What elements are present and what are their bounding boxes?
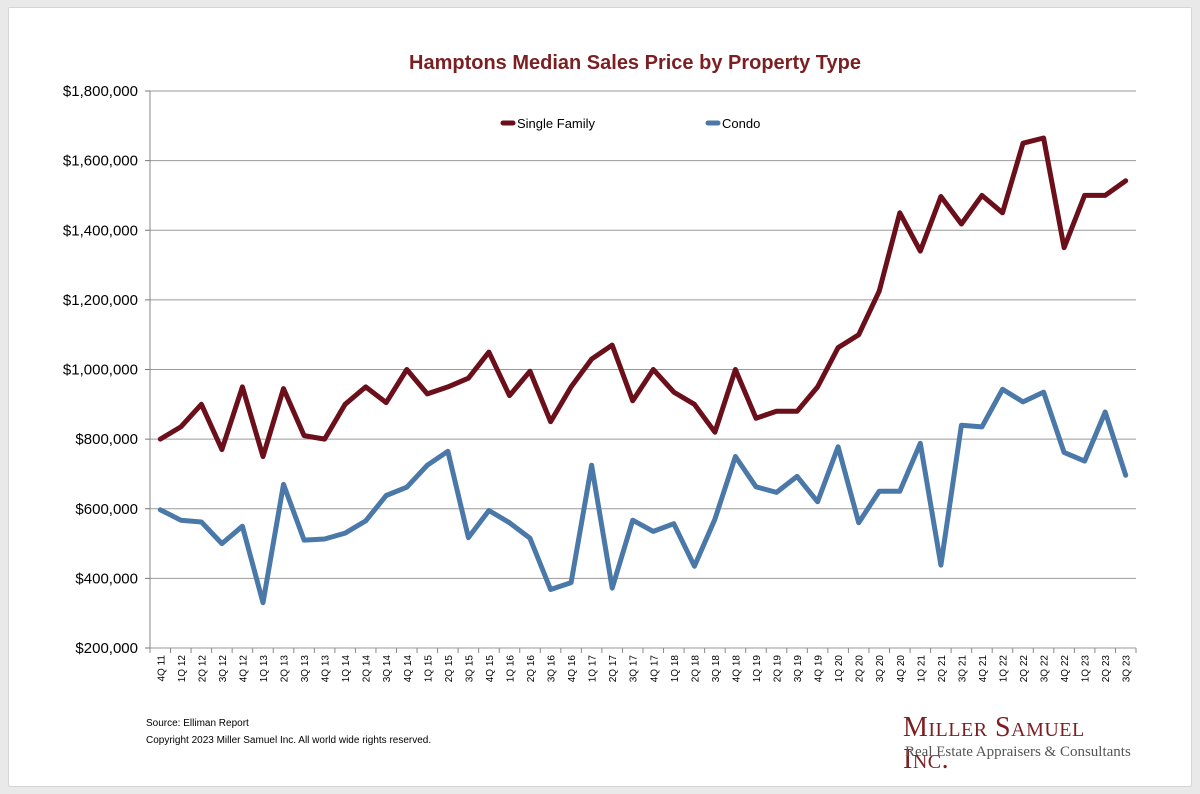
y-tick-label: $1,000,000 xyxy=(63,362,138,379)
x-tick-label: 4Q 17 xyxy=(649,655,660,683)
y-tick-label: $1,600,000 xyxy=(63,153,138,170)
y-tick-label: $400,000 xyxy=(75,570,138,587)
x-tick-label: 4Q 13 xyxy=(321,655,332,683)
x-tick-label: 3Q 15 xyxy=(464,655,475,683)
x-tick-label: 2Q 18 xyxy=(690,655,701,683)
x-tick-label: 3Q 23 xyxy=(1122,655,1133,683)
x-tick-label: 3Q 22 xyxy=(1040,655,1051,683)
x-tick-label: 3Q 18 xyxy=(711,655,722,683)
y-tick-label: $1,400,000 xyxy=(63,222,138,239)
x-tick-label: 1Q 17 xyxy=(588,655,599,683)
y-tick-label: $800,000 xyxy=(75,431,138,448)
x-tick-label: 3Q 21 xyxy=(957,655,968,683)
x-tick-label: 2Q 12 xyxy=(197,655,208,683)
x-tick-label: 1Q 19 xyxy=(752,655,763,683)
x-tick-label: 3Q 12 xyxy=(218,655,229,683)
legend-label: Condo xyxy=(722,116,760,131)
x-tick-label: 1Q 15 xyxy=(423,655,434,683)
x-tick-label: 3Q 20 xyxy=(875,655,886,683)
x-tick-label: 4Q 12 xyxy=(238,655,249,683)
y-axis: $200,000 $400,000 $600,000 $800,000 $1,000,0… xyxy=(63,83,151,657)
gridlines xyxy=(150,90,1136,649)
y-tick-label: $600,000 xyxy=(75,501,138,518)
x-tick-label: 3Q 19 xyxy=(793,655,804,683)
x-tick-label: 2Q 15 xyxy=(444,655,455,683)
source-note: Source: Elliman Report xyxy=(146,718,249,729)
x-tick-label: 4Q 15 xyxy=(485,655,496,683)
x-tick-label: 2Q 13 xyxy=(280,655,291,683)
x-tick-label: 4Q 16 xyxy=(567,655,578,683)
x-tick-label: 1Q 12 xyxy=(177,655,188,683)
x-tick-label: 2Q 14 xyxy=(362,655,373,683)
x-tick-label: 1Q 13 xyxy=(259,655,270,683)
x-tick-label: 1Q 21 xyxy=(916,655,927,683)
chart-title: Hamptons Median Sales Price by Property … xyxy=(409,52,861,74)
x-tick-label: 3Q 13 xyxy=(300,655,311,683)
x-tick-label: 1Q 16 xyxy=(505,655,516,683)
company-logo-subtitle: Real Estate Appraisers & Consultants xyxy=(905,744,1131,760)
x-tick-label: 4Q 14 xyxy=(403,655,414,683)
x-tick-label: 1Q 23 xyxy=(1081,655,1092,683)
x-tick-label: 1Q 22 xyxy=(998,655,1009,683)
x-tick-label: 4Q 21 xyxy=(978,655,989,683)
x-tick-label: 2Q 17 xyxy=(608,655,619,683)
company-logo-name: Miller Samuel Inc. xyxy=(903,712,1085,775)
copyright-note: Copyright 2023 Miller Samuel Inc. All wo… xyxy=(146,735,432,746)
x-tick-label: 4Q 22 xyxy=(1060,655,1071,683)
series-line-single-family xyxy=(157,135,1129,459)
chart-card xyxy=(8,7,1192,787)
x-tick-label: 1Q 20 xyxy=(834,655,845,683)
x-tick-label: 2Q 20 xyxy=(855,655,866,683)
x-tick-label: 4Q 18 xyxy=(731,655,742,683)
x-tick-label: 3Q 14 xyxy=(382,655,393,683)
x-tick-label: 2Q 19 xyxy=(773,655,784,683)
y-tick-label: $1,800,000 xyxy=(63,83,138,100)
x-tick-label: 3Q 17 xyxy=(629,655,640,683)
x-tick-label: 1Q 14 xyxy=(341,655,352,683)
x-tick-label: 3Q 16 xyxy=(547,655,558,683)
legend-label: Single Family xyxy=(517,116,596,131)
x-axis: 4Q 11 1Q 12 2Q 12 3Q 12 4Q 12 1Q 13 2Q 13 3Q 13… xyxy=(149,648,1137,683)
series-line-condo xyxy=(157,386,1129,606)
x-tick-label: 4Q 20 xyxy=(896,655,907,683)
y-tick-label: $1,200,000 xyxy=(63,292,138,309)
x-tick-label: 2Q 16 xyxy=(526,655,537,683)
x-tick-label: 1Q 18 xyxy=(670,655,681,683)
x-tick-label: 2Q 22 xyxy=(1019,655,1030,683)
series-lines xyxy=(157,135,1129,606)
x-tick-label: 4Q 11 xyxy=(156,655,167,682)
x-tick-label: 4Q 19 xyxy=(814,655,825,683)
y-tick-label: $200,000 xyxy=(75,640,138,657)
legend: Single Family Condo xyxy=(500,116,760,131)
x-tick-label: 2Q 21 xyxy=(937,655,948,683)
x-tick-label: 2Q 23 xyxy=(1101,655,1112,683)
